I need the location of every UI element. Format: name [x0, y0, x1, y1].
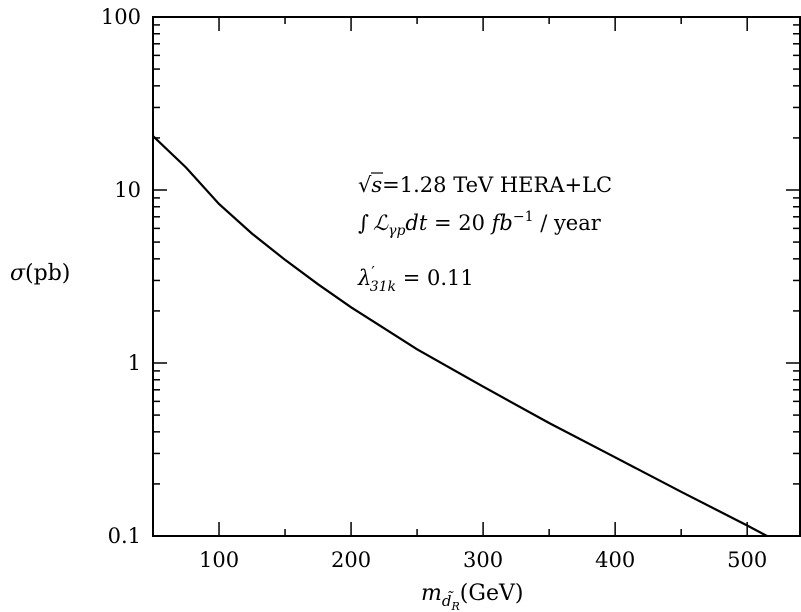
x-tick-label: 500 — [727, 548, 767, 572]
y-axis-label: σ(pb) — [10, 261, 70, 286]
x-tick-labels: 100 200 300 400 500 — [199, 548, 767, 572]
y-tick-label: 10 — [114, 178, 141, 202]
axis-ticks — [152, 16, 800, 537]
plot-frame — [152, 16, 801, 537]
y-tick-label: 1 — [128, 351, 141, 375]
x-tick-label: 400 — [595, 548, 635, 572]
x-tick-label: 300 — [463, 548, 503, 572]
x-axis-label: md̃R(GeV) — [421, 581, 523, 612]
y-tick-label: 0.1 — [108, 524, 141, 548]
y-tick-labels: 0.1 1 10 100 — [101, 5, 141, 548]
y-tick-label: 100 — [101, 5, 141, 29]
annotation-coupling: λ′ 31k = 0.11 — [357, 263, 474, 295]
annotation-luminosity: ∫ ℒγpdt = 20 fb−1 / year — [358, 209, 602, 239]
x-tick-label: 200 — [331, 548, 371, 572]
x-tick-label: 100 — [199, 548, 239, 572]
series-line — [152, 135, 768, 537]
annotation-energy: √s=1.28 TeV HERA+LC — [358, 173, 612, 197]
